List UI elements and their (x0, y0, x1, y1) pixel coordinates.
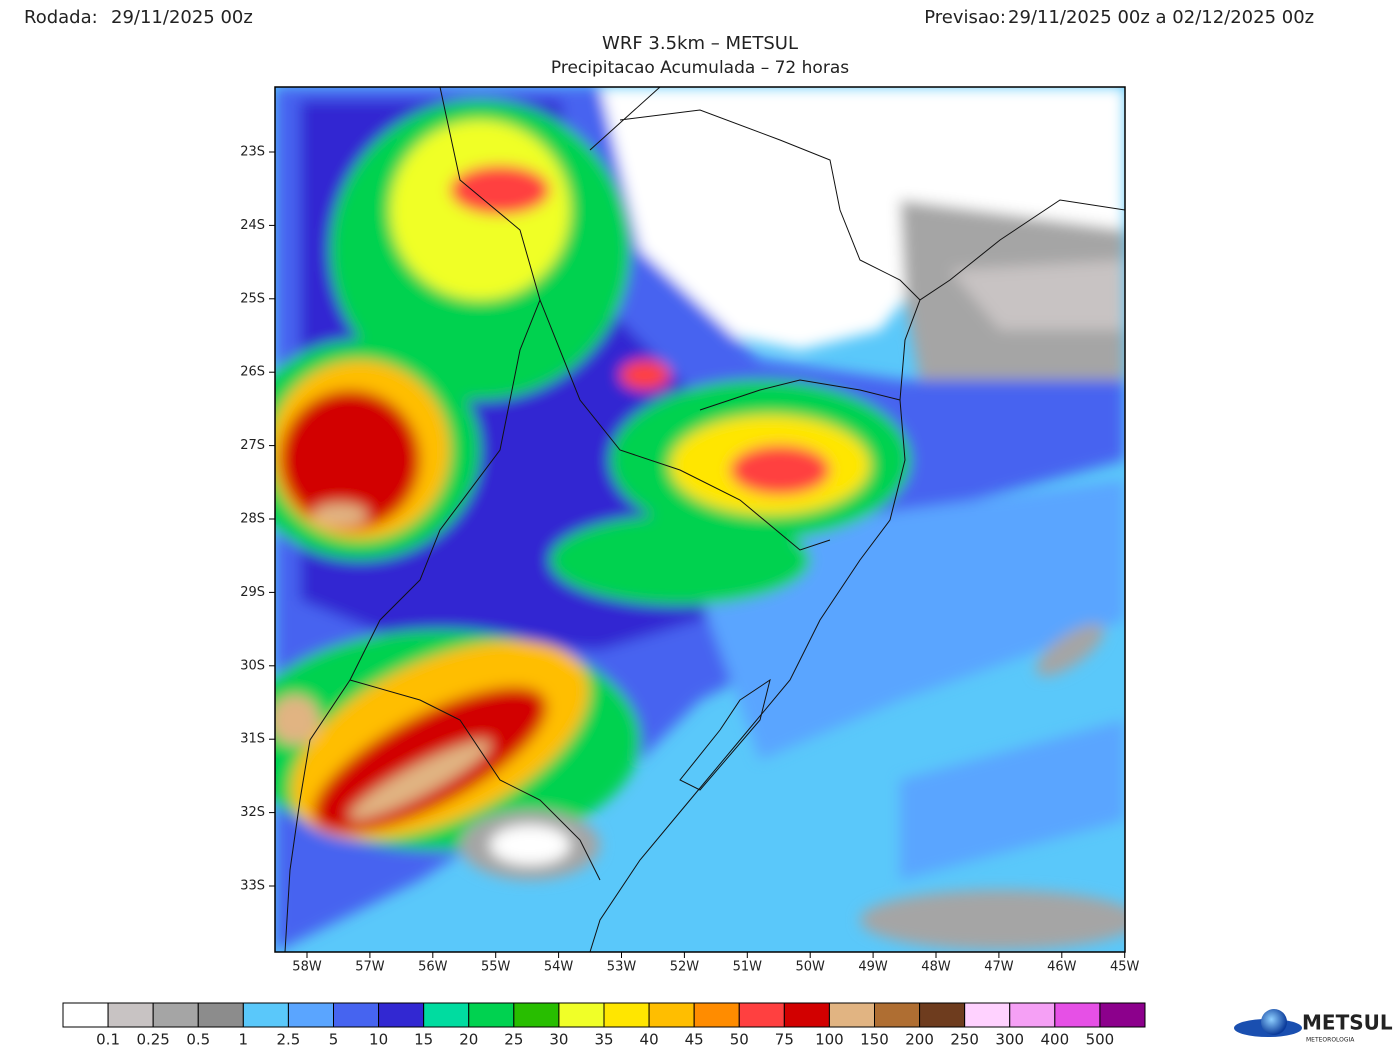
colorbar-label: 20 (459, 1031, 478, 1049)
run-value: 29/11/2025 00z (111, 7, 253, 28)
colorbar-label: 25 (504, 1031, 523, 1049)
colorbar-box (919, 1002, 966, 1028)
lat-label: 27S (240, 438, 265, 453)
colorbar-label: 35 (594, 1031, 613, 1049)
colorbar-box (152, 1002, 199, 1028)
lat-label: 30S (240, 658, 265, 673)
colorbar-box (648, 1002, 695, 1028)
lat-label: 32S (240, 805, 265, 820)
colorbar-box (964, 1002, 1011, 1028)
lat-label: 29S (240, 585, 265, 600)
colorbar-box (783, 1002, 830, 1028)
colorbar-label: 150 (860, 1031, 889, 1049)
lon-label: 56W (418, 960, 448, 975)
colorbar-label: 400 (1041, 1031, 1070, 1049)
colorbar-box (603, 1002, 650, 1028)
colorbar-label: 100 (815, 1031, 844, 1049)
lat-label: 25S (240, 291, 265, 306)
forecast-label: Previsao: (924, 7, 1006, 28)
colorbar-box (1099, 1002, 1146, 1028)
colorbar-label: 5 (329, 1031, 339, 1049)
colorbar-box (423, 1002, 470, 1028)
colorbar-label: 250 (950, 1031, 979, 1049)
colorbar-label: 0.25 (136, 1031, 169, 1049)
subtitle: Precipitacao Acumulada – 72 horas (551, 58, 849, 78)
colorbar-box (1054, 1002, 1101, 1028)
colorbar-label: 300 (995, 1031, 1024, 1049)
colorbar-box (287, 1002, 334, 1028)
colorbar-label: 2.5 (276, 1031, 300, 1049)
colorbar-box (828, 1002, 876, 1028)
lon-label: 53W (607, 960, 637, 975)
colorbar-label: 50 (730, 1031, 749, 1049)
colorbar-box (738, 1002, 785, 1028)
colorbar-label: 0.5 (186, 1031, 210, 1049)
colorbar-box (513, 1002, 560, 1028)
lat-label: 26S (240, 365, 265, 380)
colorbar-label: 1 (239, 1031, 249, 1049)
colorbar-box (242, 1002, 289, 1028)
colorbar-label: 30 (549, 1031, 568, 1049)
colorbar-box (378, 1002, 425, 1028)
colorbar-box (197, 1002, 244, 1028)
colorbar-box (107, 1002, 154, 1028)
colorbar-box (693, 1002, 740, 1028)
logo-text: METSUL (1302, 1011, 1393, 1035)
lon-label: 51W (733, 960, 763, 975)
lon-label: 58W (292, 960, 322, 975)
lon-label: 50W (795, 960, 825, 975)
lat-label: 24S (240, 218, 265, 233)
colorbar-box (333, 1002, 380, 1028)
lat-label: 31S (240, 732, 265, 747)
lat-label: 28S (240, 512, 265, 527)
lon-label: 49W (858, 960, 888, 975)
lon-label: 55W (481, 960, 511, 975)
logo-subtext: METEOROLOGIA (1306, 1037, 1355, 1044)
colorbar-label: 200 (905, 1031, 934, 1049)
colorbar-label: 75 (775, 1031, 794, 1049)
colorbar-box (62, 1002, 109, 1028)
lon-label: 57W (355, 960, 385, 975)
lon-label: 54W (544, 960, 574, 975)
lat-label: 33S (240, 879, 265, 894)
lon-label: 52W (670, 960, 700, 975)
lon-label: 45W (1110, 960, 1140, 975)
colorbar-label: 15 (414, 1031, 433, 1049)
colorbar-box (558, 1002, 605, 1028)
lat-label: 23S (240, 145, 265, 160)
colorbar-box (1009, 1002, 1056, 1028)
run-label: Rodada: (24, 7, 98, 28)
colorbar-box (874, 1002, 921, 1028)
title: WRF 3.5km – METSUL (602, 33, 798, 54)
forecast-value: 29/11/2025 00z a 02/12/2025 00z (1008, 7, 1314, 28)
lon-label: 47W (984, 960, 1014, 975)
colorbar-label: 40 (640, 1031, 659, 1049)
lon-label: 48W (921, 960, 951, 975)
colorbar-label: 0.1 (96, 1031, 120, 1049)
colorbar-label: 500 (1086, 1031, 1115, 1049)
lon-label: 46W (1047, 960, 1077, 975)
logo-globe (1261, 1009, 1287, 1035)
colorbar-label: 10 (369, 1031, 388, 1049)
colorbar-label: 45 (685, 1031, 704, 1049)
precip-field (275, 87, 1125, 952)
colorbar-box (468, 1002, 515, 1028)
